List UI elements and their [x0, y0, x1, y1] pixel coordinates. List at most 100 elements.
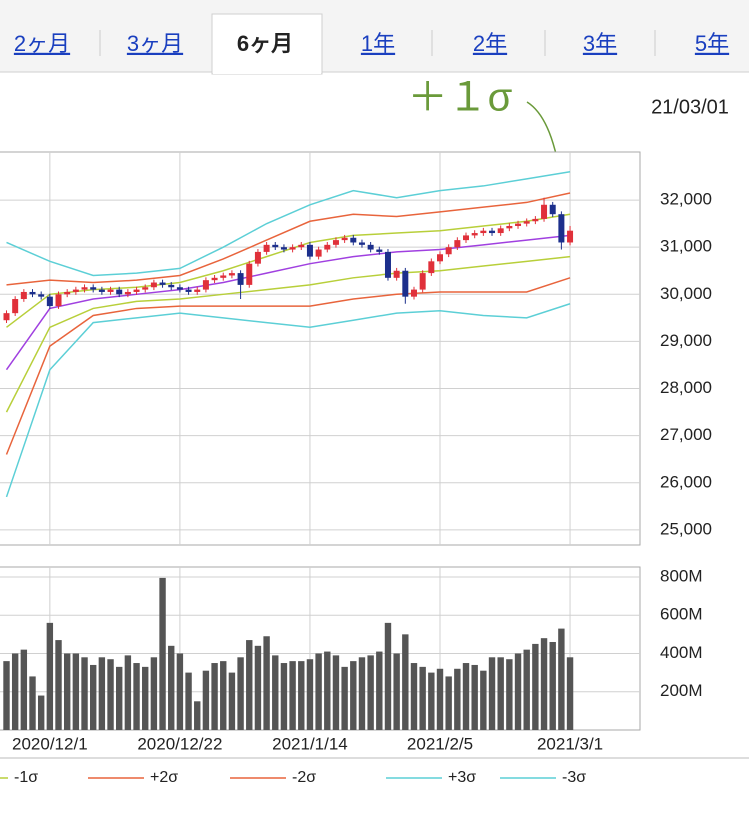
- volume-bar: [72, 653, 80, 730]
- volume-bar: [176, 653, 184, 730]
- candle-body: [541, 204, 548, 219]
- candle-body: [419, 273, 426, 290]
- volume-bar: [488, 657, 496, 730]
- tab[interactable]: 2年: [473, 31, 507, 56]
- tab[interactable]: 6ヶ月: [237, 31, 293, 56]
- candle-body: [220, 275, 227, 278]
- volume-bar: [324, 651, 331, 730]
- volume-bar: [358, 657, 366, 730]
- volume-bar: [55, 640, 62, 730]
- candle-body: [280, 247, 287, 250]
- tab-separators: [99, 30, 656, 56]
- volume-bar: [228, 672, 236, 730]
- candle-body: [471, 233, 478, 236]
- y-tick-label: 27,000: [660, 425, 712, 444]
- candle-body: [532, 218, 539, 222]
- volume-bar: [124, 655, 132, 730]
- candle-body: [341, 237, 348, 241]
- band-line: [6, 171, 571, 277]
- volume-bar: [3, 661, 10, 730]
- volume-bar: [280, 663, 288, 730]
- tab[interactable]: 5年: [695, 31, 729, 56]
- y-tick-label: 25,000: [660, 519, 712, 538]
- candle-body: [515, 223, 522, 226]
- volume-bar: [462, 663, 470, 730]
- x-tick-label: 2020/12/22: [137, 734, 222, 753]
- candle-body: [454, 240, 461, 248]
- candle-body: [20, 291, 27, 300]
- volume-bar: [445, 676, 452, 730]
- candle-body: [176, 287, 183, 290]
- y-tick-label: 29,000: [660, 331, 712, 350]
- date: 21/03/01: [651, 96, 729, 118]
- candle-body: [306, 244, 313, 257]
- candle-body: [324, 244, 331, 250]
- volume-bar: [63, 653, 71, 730]
- candle-body: [523, 221, 530, 224]
- volume-bar: [402, 634, 409, 730]
- band-line: [5, 234, 571, 371]
- candle-body: [367, 244, 374, 250]
- tab[interactable]: 2ヶ月: [14, 31, 70, 56]
- volume-bar: [315, 653, 322, 730]
- volume-bar: [202, 670, 210, 730]
- candle-body: [376, 249, 383, 252]
- volume-bar: [376, 651, 383, 730]
- candle-body: [72, 289, 79, 292]
- tab[interactable]: 3年: [583, 31, 617, 56]
- candle-body: [202, 280, 209, 290]
- candle-body: [29, 291, 36, 295]
- volume-bar: [37, 695, 45, 730]
- candle-body: [272, 244, 279, 248]
- volume-bar: [98, 657, 106, 730]
- candle-body: [489, 230, 496, 234]
- x-tick-label: 2020/12/1: [12, 734, 88, 753]
- candle-body: [393, 270, 400, 278]
- tab[interactable]: 3ヶ月: [127, 31, 183, 56]
- candle-body: [410, 289, 417, 297]
- candle-body: [107, 289, 114, 292]
- volume-bar: [419, 666, 426, 730]
- legend-label: +2σ: [150, 769, 178, 786]
- volume-bar: [142, 666, 149, 730]
- candle-body: [384, 251, 391, 278]
- candle-body: [558, 214, 565, 243]
- candle-body: [506, 225, 513, 229]
- tab[interactable]: 1年: [361, 31, 395, 56]
- volume-bar: [367, 655, 374, 730]
- volume-bar: [306, 659, 314, 730]
- volume-bar: [133, 663, 140, 730]
- volume-bar: [20, 649, 28, 730]
- volume-bar: [298, 661, 305, 730]
- candle-body: [211, 277, 218, 281]
- volume-bar: [523, 649, 530, 730]
- candle-body: [463, 235, 470, 241]
- volume-bar: [497, 657, 504, 730]
- y-tick-label: 600M: [660, 605, 703, 624]
- candle-body: [168, 284, 175, 288]
- candle-body: [358, 242, 365, 245]
- band-line: [5, 255, 571, 413]
- volume-bar: [46, 622, 54, 730]
- band-line: [5, 303, 571, 498]
- x-tick-label: 2021/3/1: [537, 734, 603, 753]
- candle-body: [159, 282, 166, 285]
- legend-label: +3σ: [448, 769, 476, 786]
- tab-bar: [0, 0, 749, 72]
- volume-bar: [185, 672, 192, 730]
- y-tick-label: 28,000: [660, 378, 712, 397]
- volume-bar: [410, 663, 418, 730]
- volume-bar: [514, 653, 522, 730]
- volume-bar: [11, 653, 19, 730]
- candle-body: [55, 294, 62, 307]
- candle-body: [263, 244, 270, 252]
- volume-bar: [220, 661, 227, 730]
- candle-body: [289, 247, 296, 250]
- candle-body: [12, 299, 19, 314]
- volume-bar: [393, 653, 400, 730]
- candle-body: [445, 247, 452, 255]
- y-tick-label: 800M: [660, 566, 703, 585]
- candle-body: [315, 249, 322, 257]
- y-tick-label: 30,000: [660, 284, 712, 303]
